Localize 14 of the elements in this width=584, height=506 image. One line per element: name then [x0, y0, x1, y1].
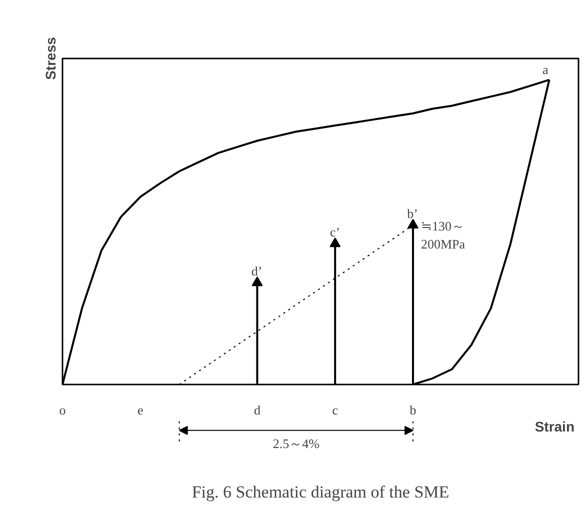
annotation: d’ — [251, 264, 262, 279]
x-axis-title: Strain — [534, 418, 575, 434]
text: a — [542, 62, 549, 77]
y-axis-title: Stress — [42, 36, 58, 80]
x-tick-label: o — [59, 402, 66, 418]
x-tick-label: d — [254, 402, 261, 418]
annotation: ≒130～ 200MPa — [420, 218, 466, 252]
x-tick-label: e — [138, 402, 144, 418]
x-tick-label: c — [332, 402, 338, 418]
x-tick-label: b — [410, 402, 416, 418]
caption: Fig. 6 Schematic diagram of the SME — [192, 482, 450, 502]
annotation: c’ — [330, 224, 340, 240]
text: 2.5～4% — [272, 436, 320, 451]
annotation: b’ — [407, 206, 418, 222]
